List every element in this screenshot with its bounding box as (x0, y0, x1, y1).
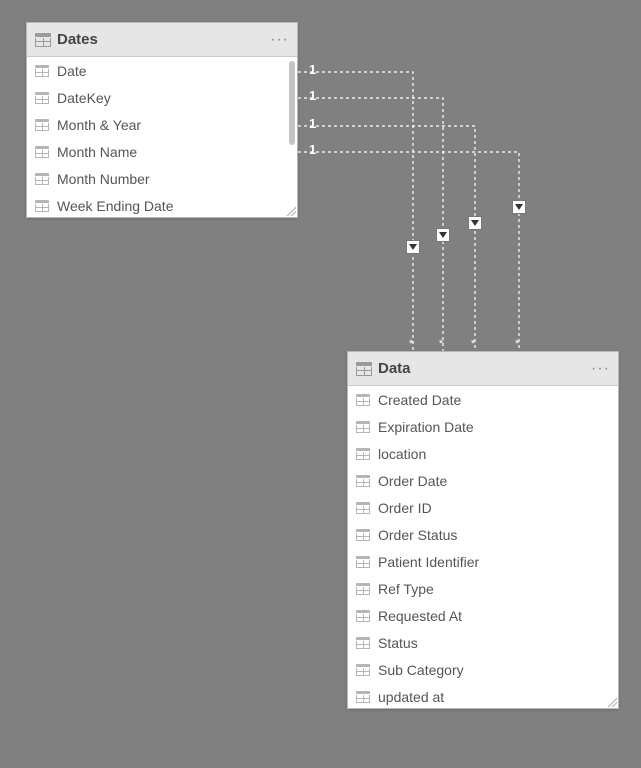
column-icon (35, 200, 49, 212)
field-label: Month & Year (57, 117, 141, 133)
field-label: Requested At (378, 608, 462, 624)
field-label: Order Status (378, 527, 457, 543)
field-label: updated at (378, 689, 444, 705)
relationship-direction-icon (512, 200, 526, 214)
cardinality-one-label: 1 (309, 116, 316, 131)
field-label: location (378, 446, 426, 462)
column-icon (35, 92, 49, 104)
column-icon (356, 610, 370, 622)
table-title: Data (378, 360, 591, 377)
column-icon (356, 502, 370, 514)
field-label: Date (57, 63, 87, 79)
field-row[interactable]: updated at (348, 683, 618, 708)
cardinality-many-label: * (471, 338, 475, 350)
field-label: Created Date (378, 392, 461, 408)
column-icon (35, 65, 49, 77)
column-icon (356, 556, 370, 568)
cardinality-one-label: 1 (309, 88, 316, 103)
field-label: Month Name (57, 144, 137, 160)
field-row[interactable]: Month Number (27, 165, 297, 192)
field-row[interactable]: Week Ending Date (27, 192, 297, 217)
column-icon (356, 664, 370, 676)
column-icon (356, 691, 370, 703)
column-icon (35, 119, 49, 131)
field-label: Patient Identifier (378, 554, 479, 570)
field-row[interactable]: Month Name (27, 138, 297, 165)
table-title: Dates (57, 31, 270, 48)
column-icon (35, 146, 49, 158)
table-card-dates[interactable]: Dates ··· Date DateKey Month & Year Month N… (26, 22, 298, 218)
cardinality-one-label: 1 (309, 142, 316, 157)
field-row[interactable]: Expiration Date (348, 413, 618, 440)
column-icon (356, 448, 370, 460)
table-icon (35, 33, 51, 47)
table-body-dates: Date DateKey Month & Year Month Name Month N… (27, 57, 297, 217)
column-icon (356, 637, 370, 649)
field-row[interactable]: Patient Identifier (348, 548, 618, 575)
column-icon (356, 583, 370, 595)
field-label: Order ID (378, 500, 432, 516)
field-row[interactable]: Date (27, 57, 297, 84)
cardinality-many-label: * (439, 338, 443, 350)
field-label: Ref Type (378, 581, 434, 597)
field-label: Month Number (57, 171, 150, 187)
table-menu-button[interactable]: ··· (591, 360, 610, 378)
field-label: Order Date (378, 473, 447, 489)
resize-handle[interactable] (286, 206, 296, 216)
field-label: Sub Category (378, 662, 464, 678)
column-icon (35, 173, 49, 185)
table-header-data[interactable]: Data ··· (348, 352, 618, 386)
column-icon (356, 394, 370, 406)
table-card-data[interactable]: Data ··· Created Date Expiration Date loca… (347, 351, 619, 709)
field-row[interactable]: Sub Category (348, 656, 618, 683)
column-icon (356, 421, 370, 433)
table-icon (356, 362, 372, 376)
table-header-dates[interactable]: Dates ··· (27, 23, 297, 57)
field-row[interactable]: Order Date (348, 467, 618, 494)
field-label: DateKey (57, 90, 111, 106)
field-row[interactable]: Created Date (348, 386, 618, 413)
column-icon (356, 529, 370, 541)
table-menu-button[interactable]: ··· (270, 31, 289, 49)
field-label: Week Ending Date (57, 198, 173, 214)
field-row[interactable]: location (348, 440, 618, 467)
field-row[interactable]: Requested At (348, 602, 618, 629)
column-icon (356, 475, 370, 487)
field-row[interactable]: Order ID (348, 494, 618, 521)
field-row[interactable]: Month & Year (27, 111, 297, 138)
field-row[interactable]: Ref Type (348, 575, 618, 602)
table-body-data: Created Date Expiration Date location Order… (348, 386, 618, 708)
relationship-direction-icon (436, 228, 450, 242)
cardinality-many-label: * (515, 338, 519, 350)
relationship-direction-icon (406, 240, 420, 254)
field-label: Status (378, 635, 418, 651)
field-row[interactable]: DateKey (27, 84, 297, 111)
field-row[interactable]: Order Status (348, 521, 618, 548)
scrollbar-thumb[interactable] (289, 61, 295, 145)
model-canvas[interactable]: Dates ··· Date DateKey Month & Year Month N… (0, 0, 641, 768)
relationship-direction-icon (468, 216, 482, 230)
cardinality-many-label: * (409, 338, 413, 350)
cardinality-one-label: 1 (309, 62, 316, 77)
field-row[interactable]: Status (348, 629, 618, 656)
resize-handle[interactable] (607, 697, 617, 707)
field-label: Expiration Date (378, 419, 474, 435)
